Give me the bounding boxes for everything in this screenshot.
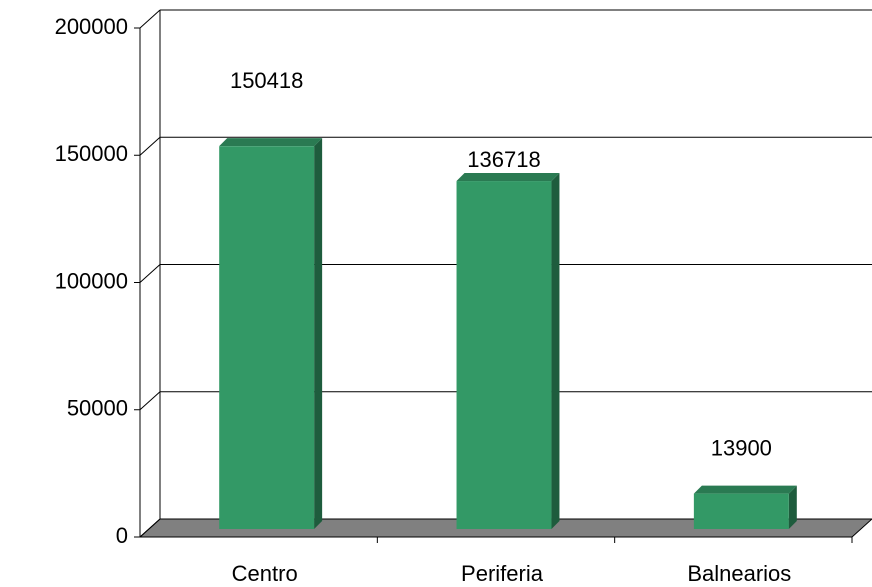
y-tick-label: 150000 <box>55 141 128 166</box>
grid-line <box>139 264 161 283</box>
x-tick-label: Balnearios <box>687 561 791 586</box>
bar-face <box>551 173 560 530</box>
value-label: 150418 <box>230 68 303 93</box>
bar-face <box>219 138 323 147</box>
bar-face <box>219 146 315 529</box>
y-tick-label: 0 <box>116 523 128 548</box>
y-tick-label: 50000 <box>67 396 128 421</box>
value-label: 136718 <box>467 147 540 172</box>
grid-line <box>139 518 161 538</box>
value-label: 13900 <box>711 435 772 460</box>
x-tick-label: Periferia <box>461 561 544 586</box>
bar-face <box>456 173 560 182</box>
grid-line <box>139 391 161 411</box>
bar-face <box>788 485 797 529</box>
y-tick-label: 100000 <box>55 268 128 293</box>
bar-face <box>693 493 789 529</box>
bar-face <box>456 181 552 530</box>
bar <box>693 485 797 529</box>
grid-line <box>139 9 161 29</box>
y-tick-label: 200000 <box>55 14 128 39</box>
bar <box>219 138 323 529</box>
bar-face <box>314 138 323 529</box>
grid-line <box>139 136 161 156</box>
bar <box>456 173 560 530</box>
bar-face <box>693 485 797 494</box>
x-tick-label: Centro <box>232 561 298 586</box>
